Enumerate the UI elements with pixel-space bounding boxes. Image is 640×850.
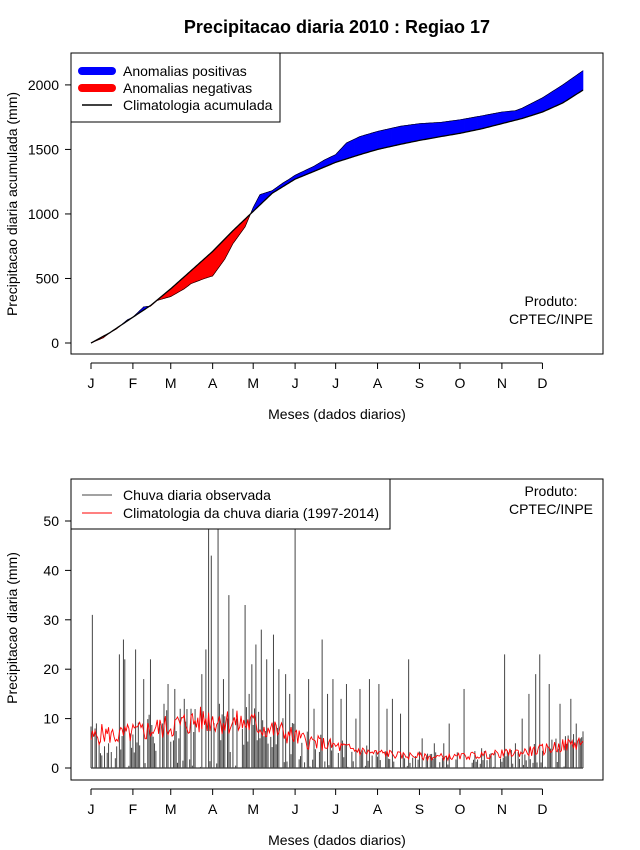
y-tick-label: 20 — [43, 661, 59, 677]
x-tick-label: S — [415, 801, 424, 817]
daily-product-label: Produto: — [525, 483, 578, 499]
accumulated-product-source: CPTEC/INPE — [509, 311, 593, 327]
x-tick-label: J — [332, 801, 339, 817]
x-tick-label: M — [165, 375, 177, 391]
observed-cumulative-line — [90, 70, 584, 344]
x-tick-label: A — [208, 801, 218, 817]
y-tick-label: 0 — [51, 760, 59, 776]
y-tick-label: 500 — [36, 270, 60, 286]
x-tick-label: O — [455, 375, 466, 391]
daily-marks — [90, 521, 584, 769]
y-tick-label: 50 — [43, 513, 59, 529]
x-tick-label: J — [292, 801, 299, 817]
accumulated-y-label: Precipitacao diaria acumulada (mm) — [4, 92, 20, 316]
figure-title: Precipitacao diaria 2010 : Regiao 17 — [184, 17, 490, 37]
legend-daily-climatology-label: Climatologia da chuva diaria (1997-2014) — [123, 505, 379, 521]
y-tick-label: 10 — [43, 711, 59, 727]
legend-observed-label: Chuva diaria observada — [123, 487, 271, 503]
x-tick-label: N — [497, 375, 507, 391]
x-tick-label: S — [415, 375, 424, 391]
x-tick-label: F — [129, 801, 138, 817]
daily-y-axis: 0 10 20 30 40 50 — [43, 513, 72, 776]
x-tick-label: F — [129, 375, 138, 391]
x-tick-label: J — [292, 375, 299, 391]
daily-product-source: CPTEC/INPE — [509, 501, 593, 517]
daily-legend: Chuva diaria observada Climatologia da c… — [70, 478, 391, 530]
legend-positive-label: Anomalias positivas — [123, 63, 247, 79]
accumulated-chart: 0 500 1000 1500 2000 J F M A M J J A S O N D Meses (dad… — [4, 52, 604, 422]
x-tick-label: J — [88, 801, 95, 817]
legend-climatology-label: Climatologia acumulada — [123, 97, 273, 113]
climatology-cumulative-line — [90, 89, 584, 344]
x-tick-label: M — [165, 801, 177, 817]
accumulated-x-label: Meses (dados diarios) — [268, 406, 406, 422]
x-tick-label: A — [208, 375, 218, 391]
daily-x-label: Meses (dados diarios) — [268, 832, 406, 848]
accumulated-legend: Anomalias positivas Anomalias negativas … — [70, 52, 281, 123]
x-tick-label: A — [373, 801, 383, 817]
x-tick-label: N — [497, 801, 507, 817]
x-tick-label: A — [373, 375, 383, 391]
daily-y-label: Precipitacao diaria (mm) — [4, 552, 20, 704]
daily-legend-box — [70, 478, 391, 530]
y-tick-label: 1500 — [28, 141, 59, 157]
accumulated-marks — [90, 70, 584, 344]
x-tick-label: D — [537, 801, 547, 817]
daily-chart: 0 10 20 30 40 50 J F M A M J J A S O N D Meses (dados di… — [4, 478, 604, 848]
daily-plot-area — [90, 521, 584, 769]
x-tick-label: O — [455, 801, 466, 817]
y-tick-label: 1000 — [28, 206, 59, 222]
y-tick-label: 30 — [43, 612, 59, 628]
x-tick-label: J — [88, 375, 95, 391]
accumulated-product-label: Produto: — [525, 293, 578, 309]
legend-negative-label: Anomalias negativas — [123, 80, 252, 96]
positive-anomaly-segment — [581, 70, 584, 92]
x-tick-label: D — [537, 375, 547, 391]
x-tick-label: M — [247, 801, 259, 817]
climatology-daily-line — [90, 706, 584, 762]
y-tick-label: 0 — [51, 335, 59, 351]
accumulated-y-axis: 0 500 1000 1500 2000 — [28, 77, 72, 351]
y-tick-label: 40 — [43, 562, 59, 578]
x-tick-label: M — [247, 375, 259, 391]
x-tick-label: J — [332, 375, 339, 391]
y-tick-label: 2000 — [28, 77, 59, 93]
